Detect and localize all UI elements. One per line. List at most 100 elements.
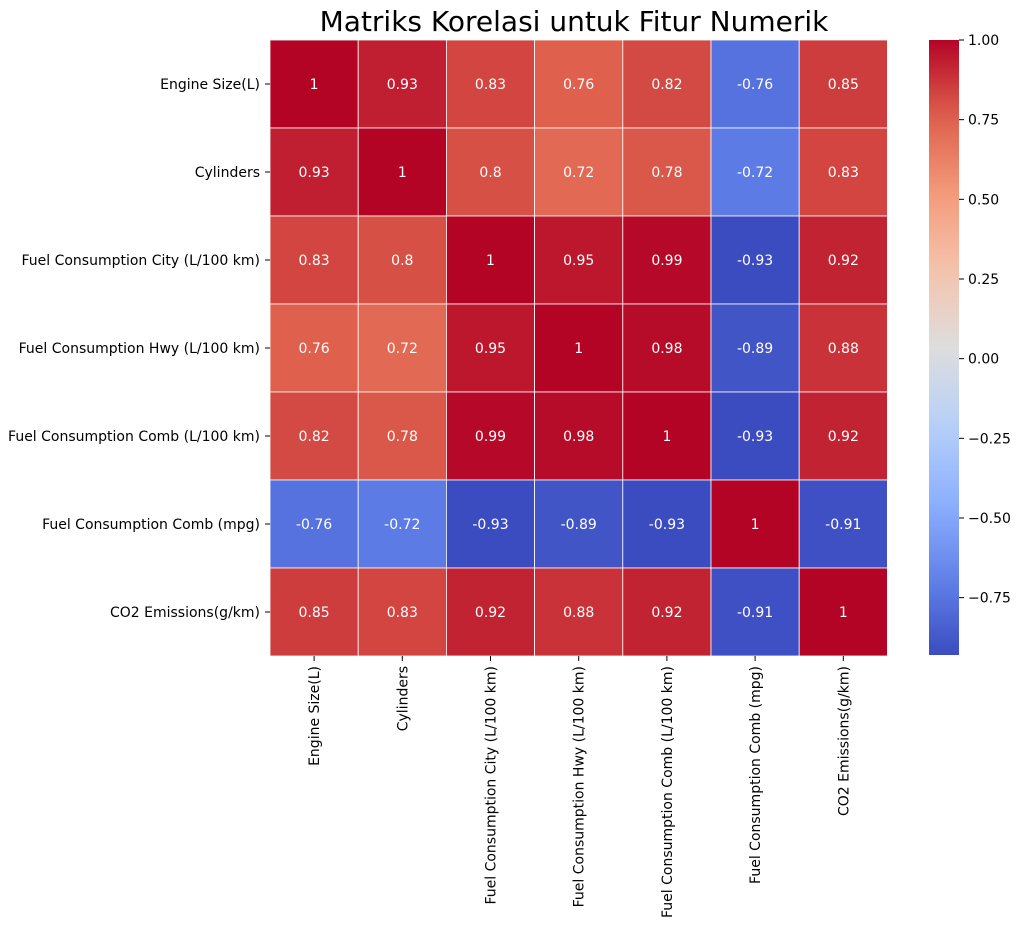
- heatmap-cell: [269, 391, 359, 481]
- heatmap-cell: [269, 479, 359, 569]
- cell-value-label: 0.88: [563, 605, 594, 621]
- cell-value-label: 1: [839, 605, 848, 621]
- heatmap-cell: [357, 303, 447, 393]
- heatmap-cell: [445, 39, 535, 129]
- cell-value-label: 0.92: [475, 605, 506, 621]
- heatmap-cell: [445, 215, 535, 305]
- heatmap-cell: [710, 39, 800, 129]
- heatmap-cell: [622, 127, 712, 217]
- heatmap-cell: [357, 479, 447, 569]
- cell-value-label: 0.72: [387, 341, 418, 357]
- cell-value-label: -0.72: [384, 517, 420, 533]
- colorbar-tick-label: −0.75: [968, 591, 1011, 607]
- heatmap-cell: [269, 127, 359, 217]
- heatmap-annotations: 1 0.93 0.83 0.76 0.82 -0.76 0.85 0.93 1 0.8 0.72 0.…: [296, 77, 861, 621]
- cell-value-label: -0.89: [561, 517, 597, 533]
- cell-value-label: 0.83: [475, 77, 506, 93]
- cell-value-label: -0.76: [296, 517, 332, 533]
- cell-value-label: 0.76: [299, 341, 330, 357]
- heatmap-cell: [798, 479, 888, 569]
- x-axis-label: CO2 Emissions(g/km): [836, 666, 852, 816]
- heatmap-cell: [622, 215, 712, 305]
- cell-value-label: 1: [574, 341, 583, 357]
- cell-value-label: 0.83: [387, 605, 418, 621]
- heatmap-cell: [798, 567, 888, 657]
- colorbar-tick-label: 0.25: [968, 272, 999, 288]
- colorbar-tick-label: 0.75: [968, 113, 999, 129]
- cell-value-label: -0.93: [472, 517, 508, 533]
- cell-value-label: 0.95: [475, 341, 506, 357]
- cell-value-label: 1: [662, 429, 671, 445]
- colorbar-tick-label: −0.25: [968, 431, 1011, 447]
- cell-value-label: 0.8: [391, 253, 413, 269]
- colorbar: [929, 40, 959, 655]
- heatmap-cell: [445, 567, 535, 657]
- y-axis-label: Fuel Consumption Hwy (L/100 km): [19, 341, 260, 357]
- heatmap-cell: [269, 567, 359, 657]
- x-axis-label: Fuel Consumption Comb (mpg): [748, 666, 764, 884]
- cell-value-label: 0.82: [651, 77, 682, 93]
- y-axis-label: CO2 Emissions(g/km): [110, 605, 260, 621]
- heatmap-cell: [269, 215, 359, 305]
- cell-value-label: -0.76: [737, 77, 773, 93]
- cell-value-label: 0.85: [828, 77, 859, 93]
- x-axis-label: Fuel Consumption Hwy (L/100 km): [572, 666, 588, 907]
- heatmap-cell: [622, 39, 712, 129]
- cell-value-label: 0.76: [563, 77, 594, 93]
- y-axis-label: Fuel Consumption Comb (mpg): [42, 517, 260, 533]
- heatmap-cell: [534, 39, 624, 129]
- heatmap-cell: [534, 215, 624, 305]
- heatmap-cell: [622, 567, 712, 657]
- colorbar-tick-label: 1.00: [968, 33, 999, 49]
- heatmap-cell: [445, 479, 535, 569]
- colorbar-tick-label: 0.00: [968, 352, 999, 368]
- cell-value-label: 0.95: [563, 253, 594, 269]
- heatmap-cell: [710, 215, 800, 305]
- cell-value-label: 1: [398, 165, 407, 181]
- x-axis-labels: Engine Size(L) Cylinders Fuel Consumption …: [307, 656, 852, 918]
- cell-value-label: -0.89: [737, 341, 773, 357]
- y-axis-label: Cylinders: [195, 165, 260, 181]
- cell-value-label: -0.72: [737, 165, 773, 181]
- cell-value-label: -0.93: [649, 517, 685, 533]
- cell-value-label: 0.99: [475, 429, 506, 445]
- cell-value-label: 1: [751, 517, 760, 533]
- heatmap-cell: [357, 39, 447, 129]
- cell-value-label: 0.98: [563, 429, 594, 445]
- cell-value-label: -0.93: [737, 429, 773, 445]
- heatmap-cell: [445, 391, 535, 481]
- heatmap-cell: [357, 215, 447, 305]
- cell-value-label: 0.92: [828, 429, 859, 445]
- y-axis-label: Engine Size(L): [160, 77, 260, 93]
- heatmap-cell: [534, 567, 624, 657]
- y-axis-labels: Engine Size(L) Cylinders Fuel Consumption …: [8, 77, 270, 621]
- heatmap-cell: [534, 303, 624, 393]
- colorbar-tick-label: 0.50: [968, 192, 999, 208]
- x-axis-label: Cylinders: [395, 666, 411, 731]
- cell-value-label: 0.92: [828, 253, 859, 269]
- colorbar-ticks: 1.00 0.75 0.50 0.25 0.00 −0.25 −0.50 −0.75: [959, 33, 1011, 607]
- heatmap-cell: [798, 391, 888, 481]
- cell-value-label: 0.83: [299, 253, 330, 269]
- cell-value-label: 0.78: [387, 429, 418, 445]
- cell-value-label: 1: [486, 253, 495, 269]
- heatmap-cell: [445, 127, 535, 217]
- y-axis-label: Fuel Consumption City (L/100 km): [21, 253, 260, 269]
- heatmap-cell: [269, 303, 359, 393]
- colorbar-tick-label: −0.50: [968, 511, 1011, 527]
- cell-value-label: 1: [310, 77, 319, 93]
- cell-value-label: 0.98: [651, 341, 682, 357]
- heatmap-cell: [798, 127, 888, 217]
- x-axis-label: Fuel Consumption City (L/100 km): [484, 666, 500, 905]
- cell-value-label: 0.93: [299, 165, 330, 181]
- cell-value-label: -0.91: [825, 517, 861, 533]
- heatmap-cell: [269, 39, 359, 129]
- y-axis-label: Fuel Consumption Comb (L/100 km): [8, 429, 260, 445]
- x-axis-label: Fuel Consumption Comb (L/100 km): [660, 666, 676, 918]
- cell-value-label: 0.78: [651, 165, 682, 181]
- cell-value-label: -0.91: [737, 605, 773, 621]
- cell-value-label: 0.92: [651, 605, 682, 621]
- heatmap-cell: [798, 303, 888, 393]
